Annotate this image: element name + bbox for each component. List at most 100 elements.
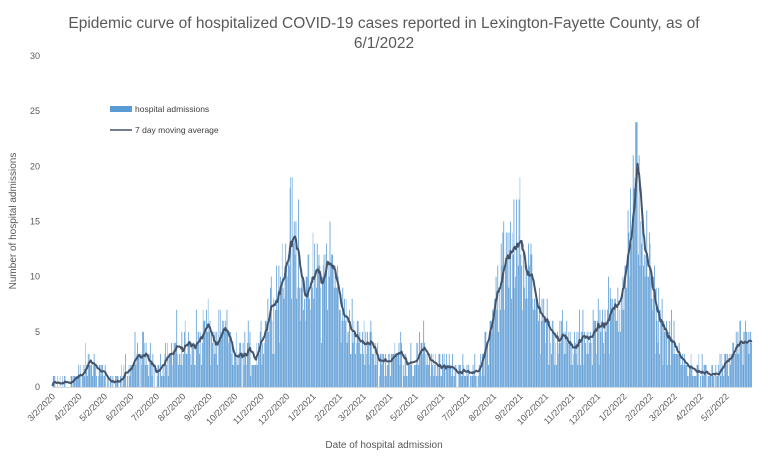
admission-bar — [589, 342, 591, 387]
admission-bar — [738, 353, 740, 387]
admission-bar — [610, 298, 612, 387]
admission-bar — [143, 331, 144, 387]
admission-bar — [643, 254, 645, 387]
admission-bar — [79, 375, 81, 387]
admission-bar — [149, 342, 151, 387]
admission-bar — [201, 342, 203, 387]
admission-bar — [470, 375, 472, 387]
admission-bar — [679, 353, 681, 387]
admission-bar — [460, 375, 462, 387]
admission-bar — [642, 221, 643, 387]
admission-bar — [618, 331, 620, 387]
admission-bar — [270, 276, 272, 387]
admission-bar — [295, 221, 297, 387]
admission-bar — [615, 320, 617, 387]
admission-bar — [572, 364, 574, 387]
admission-bar — [540, 320, 542, 387]
admission-bar — [608, 353, 610, 387]
admission-bar — [343, 320, 345, 387]
admission-bar — [108, 375, 109, 387]
admission-bar — [250, 375, 252, 387]
admission-bar — [129, 375, 131, 387]
admission-bar — [135, 364, 137, 387]
admission-bar — [483, 375, 485, 387]
admission-bar — [180, 364, 182, 387]
admission-bar — [580, 331, 582, 387]
admission-bar — [259, 331, 261, 387]
admission-bar — [327, 265, 329, 387]
admission-bar — [286, 265, 287, 387]
admission-bar — [683, 364, 684, 387]
admission-bar — [132, 364, 134, 387]
admission-bar — [315, 287, 317, 387]
admission-bar — [222, 320, 224, 387]
admission-bar — [645, 254, 647, 387]
admission-bar — [668, 331, 670, 387]
admission-bar — [84, 375, 86, 387]
admission-bar — [229, 331, 231, 387]
admission-bar — [305, 276, 307, 387]
admission-bar — [726, 364, 728, 387]
admission-bar — [220, 331, 222, 387]
legend-label-hospital-admissions: hospital admissions — [135, 104, 209, 114]
admission-bar — [660, 320, 662, 387]
admission-bar — [124, 375, 126, 387]
admission-bar — [352, 342, 354, 387]
admission-bar — [414, 364, 416, 387]
admission-bar — [52, 375, 54, 387]
admission-bar — [680, 364, 682, 387]
admission-bar — [602, 342, 604, 387]
admission-bar — [282, 287, 284, 387]
admission-bar — [195, 364, 196, 387]
admission-bar — [359, 331, 361, 387]
admission-bar — [484, 331, 486, 387]
admission-bar — [283, 298, 285, 387]
admission-bar — [192, 342, 194, 387]
admission-bar — [694, 375, 695, 387]
admission-bar — [99, 364, 101, 387]
admission-bar — [264, 320, 266, 387]
admission-bar — [339, 309, 341, 387]
admission-bar — [316, 243, 318, 387]
admission-bar — [120, 364, 122, 387]
admission-bar — [150, 364, 152, 387]
admission-bar — [729, 364, 731, 387]
admission-bar — [299, 320, 301, 387]
admission-bar — [616, 320, 618, 387]
admission-bar — [275, 265, 277, 387]
admission-bar — [722, 364, 723, 387]
admission-bar — [303, 309, 304, 387]
admission-bar — [253, 364, 255, 387]
admission-bar — [372, 353, 373, 387]
admission-bar — [261, 364, 263, 387]
admission-bar — [630, 188, 631, 387]
admission-bar — [597, 320, 598, 387]
admission-bar — [520, 254, 522, 387]
admission-bar — [671, 309, 672, 387]
admission-bar — [633, 188, 635, 387]
admission-bar — [423, 320, 425, 387]
admission-bar — [522, 243, 524, 387]
admission-bar — [238, 364, 240, 387]
admission-bar — [465, 375, 466, 387]
y-axis-title: Number of hospital admissions — [8, 153, 19, 290]
admission-bar — [661, 298, 663, 387]
admission-bar — [363, 320, 365, 387]
admission-bar — [447, 364, 448, 387]
admission-bar — [382, 353, 384, 387]
admission-bar — [528, 265, 530, 387]
admission-bar — [239, 342, 241, 387]
admission-bar — [709, 375, 711, 387]
admission-bar — [82, 375, 84, 387]
admission-bar — [712, 375, 714, 387]
admission-bar — [476, 375, 477, 387]
admission-bar — [579, 309, 580, 387]
admission-bar — [675, 353, 677, 387]
admission-bar — [631, 232, 633, 387]
admission-bar — [485, 331, 487, 387]
admission-bar — [581, 331, 583, 387]
admission-bar — [247, 342, 248, 387]
admission-bar — [705, 364, 706, 387]
admission-bar — [327, 309, 328, 387]
y-tick-label: 0 — [35, 382, 40, 392]
